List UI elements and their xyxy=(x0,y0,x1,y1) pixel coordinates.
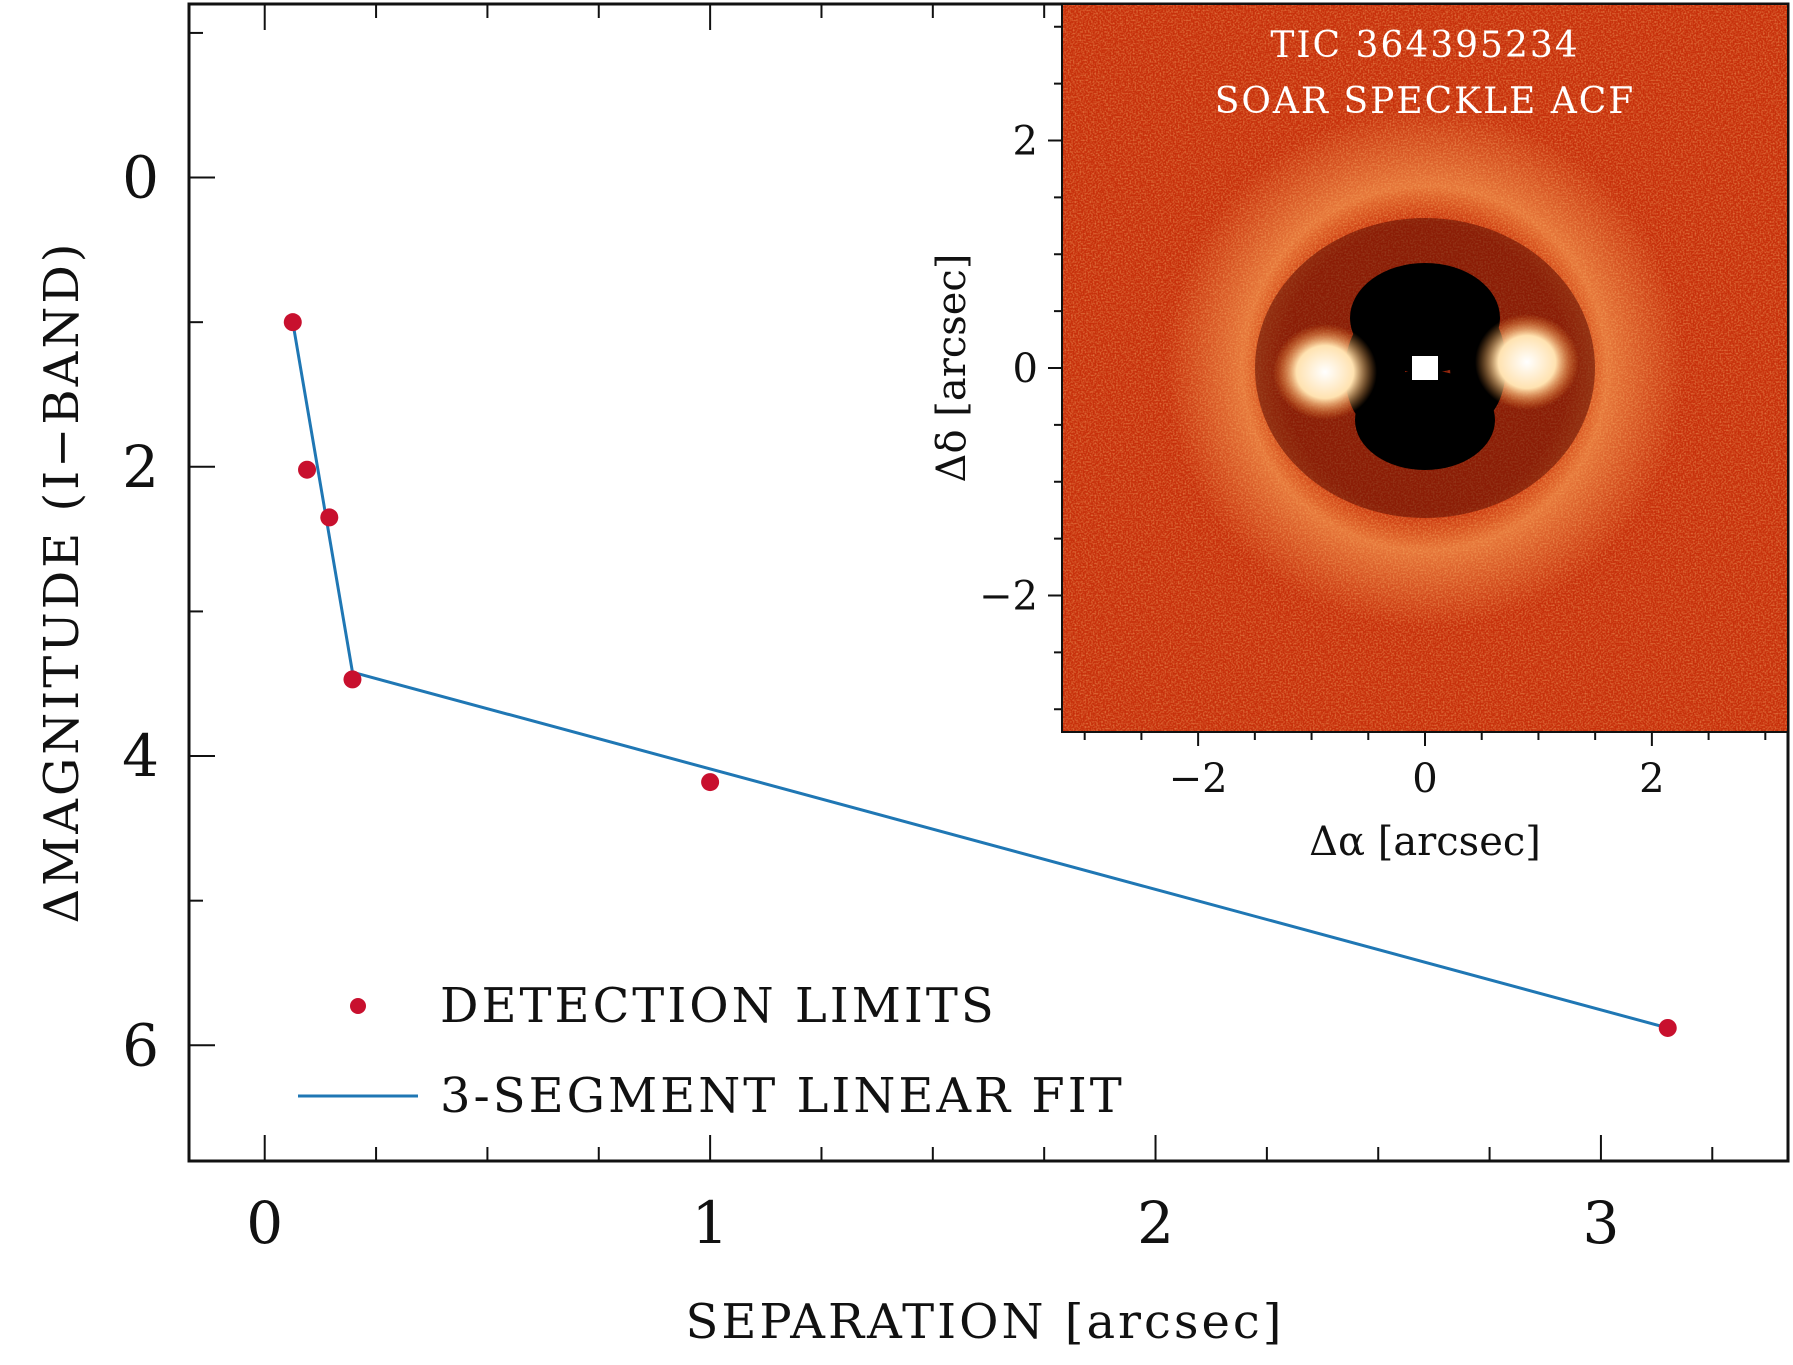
detection-limit-point xyxy=(1658,1018,1677,1037)
x-axis-title: SEPARATION [arcsec] xyxy=(685,1294,1284,1350)
detection-limit-point xyxy=(298,460,317,479)
inset-y-tick-label: 0 xyxy=(1013,346,1038,392)
detection-limit-point xyxy=(283,313,302,332)
inset-x-axis-title: Δα [arcsec] xyxy=(1309,819,1541,865)
inset-x-tick-label: 2 xyxy=(1639,756,1664,802)
inset-title-line1: TIC 364395234 xyxy=(1270,25,1579,66)
inset-y-axis-title: Δδ [arcsec] xyxy=(929,254,975,483)
main-series xyxy=(283,313,1677,1037)
inset-y-tick-label: 2 xyxy=(1013,119,1038,165)
inset-x-tick-label: −2 xyxy=(1169,756,1228,802)
y-tick-label: 2 xyxy=(122,433,159,501)
detection-limit-point xyxy=(320,508,339,527)
inset-y-tick-label: −2 xyxy=(979,574,1038,620)
x-tick-label: 1 xyxy=(692,1189,729,1257)
inset-side-lobe-left xyxy=(1273,324,1377,420)
inset-acf-image: −2 0 2−202 TIC 364395234 SOAR SPECKLE ACF … xyxy=(929,3,1789,865)
inset-side-lobe-right xyxy=(1475,314,1579,410)
y-tick-label: 4 xyxy=(122,722,159,790)
main-tick-labels: 0 1 2 3 0 2 4 6 xyxy=(122,144,1619,1257)
main-plot-area: 0 1 2 3 0 2 4 6 SEPARATION [arcsec] ΔMAGNITUDE … xyxy=(34,2,1790,1350)
detection-limit-point xyxy=(701,773,720,792)
legend-label-scatter: DETECTION LIMITS xyxy=(440,978,997,1034)
inset-central-peak xyxy=(1412,356,1438,380)
legend-label-line: 3-SEGMENT LINEAR FIT xyxy=(440,1068,1125,1124)
inset-x-tick-label: 0 xyxy=(1412,756,1437,802)
x-tick-label: 3 xyxy=(1582,1189,1619,1257)
inset-ticks xyxy=(1048,25,1767,746)
inset-title-line2: SOAR SPECKLE ACF xyxy=(1215,81,1635,122)
x-tick-label: 0 xyxy=(246,1189,283,1257)
legend: DETECTION LIMITS 3-SEGMENT LINEAR FIT xyxy=(298,978,1125,1124)
detection-limit-point xyxy=(343,670,362,689)
legend-marker-scatter xyxy=(350,998,366,1014)
y-tick-label: 0 xyxy=(122,144,159,212)
y-axis-title: ΔMAGNITUDE (I−BAND) xyxy=(34,240,90,923)
x-tick-label: 2 xyxy=(1137,1189,1174,1257)
inset-tick-labels: −2 0 2 −2 0 2 xyxy=(979,119,1665,803)
y-tick-label: 6 xyxy=(122,1011,159,1079)
